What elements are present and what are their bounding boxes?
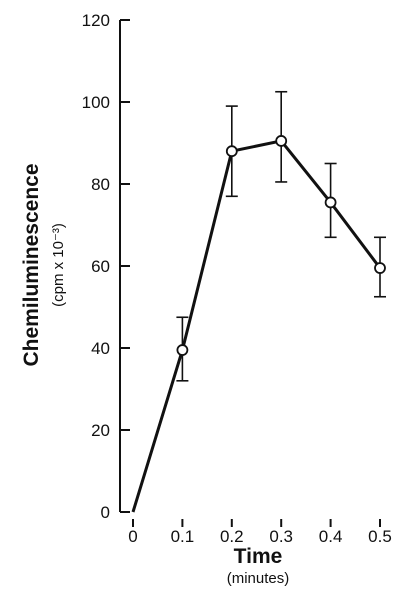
y-axis-ticks: 0 20 40 60 80 100 120 bbox=[82, 11, 130, 522]
data-point bbox=[225, 145, 238, 158]
x-tick-label: 0.3 bbox=[269, 527, 293, 546]
x-tick-label: 0.5 bbox=[368, 527, 392, 546]
x-axis-ticks: 0 0.1 0.2 0.3 0.4 0.5 bbox=[128, 519, 392, 546]
x-tick-label: 0.1 bbox=[171, 527, 195, 546]
data-point bbox=[324, 196, 337, 209]
x-axis-label: Time bbox=[234, 545, 283, 568]
y-tick-label: 40 bbox=[91, 339, 110, 358]
x-tick-label: 0.4 bbox=[319, 527, 343, 546]
y-tick-label: 100 bbox=[82, 93, 110, 112]
y-tick-label: 60 bbox=[91, 257, 110, 276]
y-axis-unit-label: (cpm x 10⁻³) bbox=[50, 223, 67, 307]
series-line bbox=[131, 139, 382, 513]
data-point bbox=[374, 262, 386, 274]
y-tick-label: 0 bbox=[101, 503, 110, 522]
x-tick-label: 0.2 bbox=[220, 527, 244, 546]
series-line-group bbox=[131, 139, 382, 513]
data-point bbox=[275, 135, 288, 147]
y-tick-label: 80 bbox=[91, 175, 110, 194]
x-axis-unit-label: (minutes) bbox=[227, 570, 290, 587]
y-tick-label: 120 bbox=[82, 11, 110, 30]
data-point bbox=[176, 344, 189, 356]
y-axis-label: Chemiluminescence bbox=[20, 163, 43, 366]
data-points bbox=[176, 135, 386, 356]
x-tick-label: 0 bbox=[128, 527, 137, 546]
y-tick-label: 20 bbox=[91, 421, 110, 440]
